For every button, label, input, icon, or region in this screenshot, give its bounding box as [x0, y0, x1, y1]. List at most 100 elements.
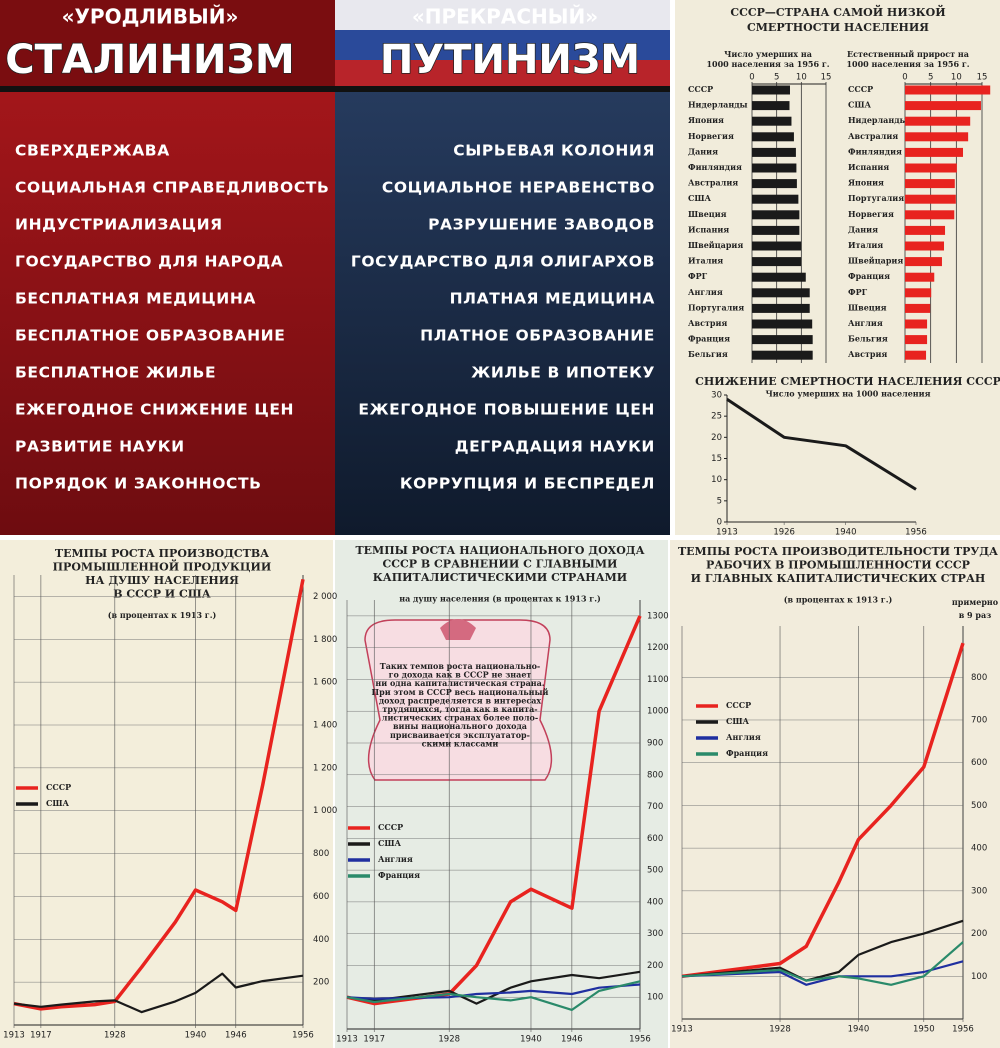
- left-panel-bg: [0, 90, 335, 535]
- chart-subtitle: на душу населения (в процентах к 1913 г.…: [399, 594, 601, 604]
- annotation: в 9 раз: [959, 610, 992, 620]
- chart-panel-bg: [0, 540, 333, 1048]
- y-tick-label: 0: [717, 518, 722, 528]
- x-tick-label: 1928: [769, 1025, 791, 1035]
- list-item: СЫРЬЕВАЯ КОЛОНИЯ: [453, 142, 655, 160]
- list-item: ДЕГРАДАЦИЯ НАУКИ: [455, 438, 655, 456]
- x-tick-label: 0: [902, 73, 907, 83]
- annotation-scroll: [364, 619, 553, 781]
- bar: [752, 116, 792, 126]
- category-label: Дания: [688, 146, 718, 156]
- category-label: Япония: [688, 115, 724, 125]
- x-tick-label: 0: [749, 73, 754, 83]
- x-tick-label: 10: [796, 73, 807, 83]
- bar: [752, 257, 802, 267]
- bar: [905, 288, 932, 298]
- category-label: Япония: [848, 178, 884, 188]
- list-item: СОЦИАЛЬНАЯ СПРАВЕДЛИВОСТЬ: [15, 179, 329, 197]
- chart-subtitle: (в процентах к 1913 г.): [108, 610, 217, 620]
- y-tick-label: 800: [971, 673, 987, 683]
- right-panel-bg: [335, 90, 670, 535]
- chart-title: И ГЛАВНЫХ КАПИТАЛИСТИЧЕСКИХ СТРАН: [691, 572, 986, 585]
- bar: [905, 179, 955, 189]
- chart-subtitle: Число умерших на 1000 населения: [765, 389, 930, 399]
- chart-title: В СССР И США: [113, 588, 210, 601]
- category-label: Швеция: [848, 302, 887, 312]
- y-tick-label: 700: [971, 715, 987, 725]
- list-item: ГОСУДАРСТВО ДЛЯ ОЛИГАРХОВ: [351, 253, 655, 271]
- y-tick-label: 300: [971, 886, 987, 896]
- list-item: РАЗВИТИЕ НАУКИ: [15, 438, 185, 456]
- bar: [905, 350, 927, 360]
- x-tick-label: 1940: [520, 1035, 542, 1045]
- x-tick-label: 15: [821, 73, 832, 83]
- x-tick-label: 1950: [913, 1025, 935, 1035]
- series-line: [681, 642, 965, 979]
- x-tick-label: 1940: [835, 528, 857, 538]
- list-item: БЕСПЛАТНОЕ ЖИЛЬЕ: [15, 364, 216, 382]
- bar: [752, 163, 797, 173]
- category-label: Нидерланды: [848, 115, 908, 125]
- category-label: Испания: [688, 224, 729, 234]
- y-tick-label: 400: [313, 935, 329, 945]
- annotation: доход распределяется в интересах: [379, 695, 542, 705]
- y-tick-label: 1 000: [313, 806, 337, 816]
- bar: [752, 241, 802, 251]
- chart-title: СССР—СТРАНА САМОЙ НИЗКОЙ: [730, 4, 945, 19]
- y-tick-label: 20: [711, 433, 722, 443]
- category-label: США: [688, 193, 712, 203]
- category-label: Финляндия: [848, 146, 902, 156]
- category-label: Швеция: [688, 209, 727, 219]
- y-tick-label: 1000: [647, 707, 669, 717]
- category-label: Австрия: [688, 318, 727, 328]
- category-label: Швейцария: [688, 240, 743, 250]
- list-item: КОРРУПЦИЯ И БЕСПРЕДЕЛ: [400, 475, 655, 493]
- list-item: СВЕРХДЕРЖАВА: [15, 142, 170, 160]
- bar: [905, 116, 971, 126]
- series-line: [681, 919, 964, 982]
- category-label: СССР: [848, 84, 873, 94]
- bar: [905, 163, 957, 173]
- legend-label: США: [378, 838, 402, 848]
- category-label: Норвегия: [688, 131, 734, 141]
- left-header-bg: [0, 0, 335, 90]
- bar: [905, 303, 931, 313]
- y-tick-label: 1300: [647, 611, 669, 621]
- legend-label: Англия: [378, 854, 413, 864]
- y-tick-label: 800: [313, 849, 329, 859]
- category-label: ФРГ: [688, 271, 708, 281]
- chart-title: НА ДУШУ НАСЕЛЕНИЯ: [85, 574, 239, 587]
- x-tick-label: 1913: [671, 1025, 693, 1035]
- y-tick-label: 15: [711, 454, 722, 464]
- chart-title: ТЕМПЫ РОСТА НАЦИОНАЛЬНОГО ДОХОДА: [355, 544, 644, 557]
- bar: [752, 147, 796, 157]
- bar: [905, 257, 942, 267]
- x-tick-label: 5: [774, 73, 779, 83]
- x-tick-label: 1928: [104, 1031, 126, 1041]
- category-label: Финляндия: [688, 162, 742, 172]
- list-item: БЕСПЛАТНАЯ МЕДИЦИНА: [15, 290, 256, 308]
- legend-label: СССР: [46, 782, 71, 792]
- chart-subtitle: Естественный прирост на: [847, 49, 969, 59]
- category-label: СССР: [688, 84, 713, 94]
- bar: [752, 335, 813, 345]
- category-label: Франция: [688, 334, 730, 344]
- x-tick-label: 1926: [773, 528, 795, 538]
- y-tick-label: 1200: [647, 643, 669, 653]
- header-divider: [0, 86, 670, 92]
- x-tick-label: 1917: [363, 1035, 385, 1045]
- annotation: вины национального дохода: [393, 721, 527, 731]
- flag-white: [335, 0, 670, 30]
- category-label: Испания: [848, 162, 889, 172]
- bar: [752, 288, 810, 298]
- list-item: ЕЖЕГОДНОЕ СНИЖЕНИЕ ЦЕН: [15, 401, 294, 419]
- annotation: При этом в СССР весь национальный: [372, 687, 549, 697]
- chart-title: КАПИТАЛИСТИЧЕСКИМИ СТРАНАМИ: [373, 571, 627, 584]
- y-tick-label: 200: [971, 929, 987, 939]
- flag-red: [335, 60, 670, 90]
- y-tick-label: 1 800: [313, 635, 337, 645]
- legend-label: СССР: [726, 700, 751, 710]
- x-tick-label: 1956: [292, 1031, 314, 1041]
- x-tick-label: 1956: [905, 528, 927, 538]
- category-label: Португалия: [848, 193, 904, 203]
